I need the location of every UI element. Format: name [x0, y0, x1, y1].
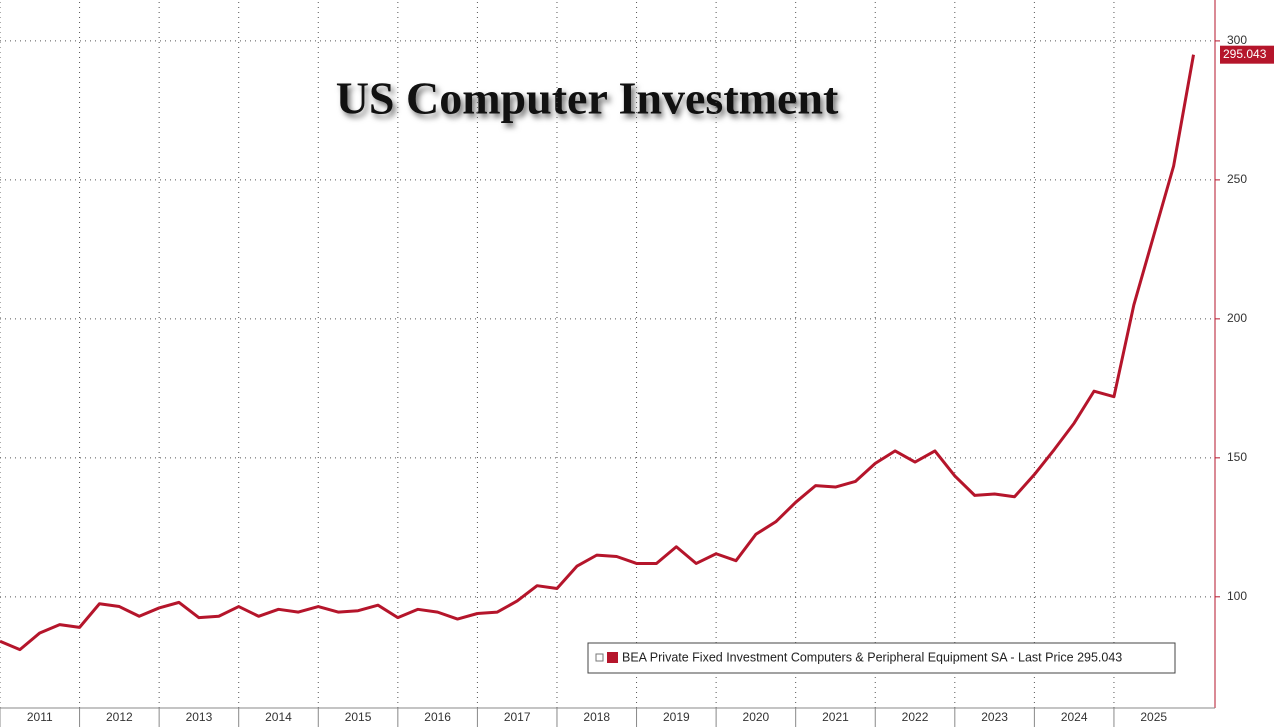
x-tick-label: 2024: [1061, 710, 1088, 724]
y-tick-label: 100: [1227, 589, 1247, 603]
legend-toggle: [595, 653, 604, 662]
x-tick-label: 2021: [822, 710, 849, 724]
y-tick-label: 150: [1227, 450, 1247, 464]
x-tick-label: 2025: [1140, 710, 1167, 724]
x-tick-label: 2015: [345, 710, 372, 724]
x-tick-label: 2022: [902, 710, 929, 724]
line-series: [0, 54, 1195, 652]
x-tick-label: 2012: [106, 710, 133, 724]
x-tick-label: 2014: [265, 710, 292, 724]
legend-label: BEA Private Fixed Investment Computers &…: [622, 650, 1122, 664]
y-tick-label: 200: [1227, 311, 1247, 325]
x-tick-label: 2018: [583, 710, 610, 724]
x-tick-label: 2011: [27, 710, 53, 724]
chart-title: US Computer Investment: [336, 73, 839, 124]
legend-swatch: [607, 652, 618, 663]
legend-box: [587, 642, 1176, 674]
y-tick-label: 300: [1227, 33, 1247, 47]
x-tick-label: 2020: [743, 710, 770, 724]
x-tick-label: 2019: [663, 710, 690, 724]
x-tick-label: 2023: [981, 710, 1008, 724]
x-tick-label: 2016: [424, 710, 451, 724]
y-tick-label: 250: [1227, 172, 1247, 186]
x-tick-label: 2017: [504, 710, 531, 724]
last-price-label: 295.043: [1223, 47, 1267, 61]
last-price-box: [1220, 45, 1274, 64]
x-tick-label: 2013: [186, 710, 213, 724]
